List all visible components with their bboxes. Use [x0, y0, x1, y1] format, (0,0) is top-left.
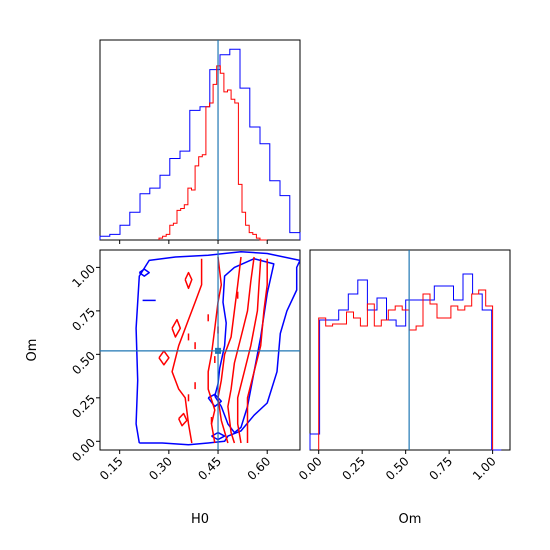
hist-om-x-tick-label-0.50: 0.50	[383, 454, 412, 483]
contour-y-tick-label-1.00: 1.00	[69, 262, 98, 291]
truth-point-marker	[215, 347, 222, 354]
contour-y-tick-label-0.25: 0.25	[69, 392, 98, 421]
contour-blue-1	[214, 257, 275, 434]
contour-red-2	[217, 256, 242, 444]
contour-blue-5	[211, 431, 226, 441]
axes-frame-hist-om	[309, 249, 511, 451]
hist-om-x-tick-label-1.00: 1.00	[470, 454, 499, 483]
hist-h0-blue	[99, 48, 301, 240]
contour-y-tick-label-0.50: 0.50	[69, 349, 98, 378]
y-axis-label-om: Om	[25, 339, 40, 362]
hist-h0-ticks	[119, 240, 268, 244]
x-axis-label-h0: H0	[191, 512, 209, 527]
contour-y-tick-label-0.75: 0.75	[69, 305, 98, 334]
contour-blue-0	[135, 250, 300, 446]
x-axis-label-om: Om	[399, 512, 422, 527]
hist-om-x-tick-label-0.25: 0.25	[340, 454, 369, 483]
hist-om-red	[318, 289, 494, 450]
axes-frame-contour	[99, 249, 301, 451]
hist-h0-series	[99, 40, 301, 241]
panel-contour-h0-om: 0.15 0.30 0.45 0.600.000.250.500.751.00 H0 …	[25, 249, 301, 527]
hist-om-blue	[309, 273, 502, 451]
panel-hist-h0	[99, 39, 301, 244]
hist-h0-red	[158, 65, 268, 241]
contour-red-4	[236, 258, 262, 444]
contour-x-tick-label-0.45: 0.45	[195, 454, 224, 483]
contour-x-tick-label-0.60: 0.60	[245, 454, 274, 483]
contour-red-8	[178, 412, 188, 427]
contour-red-6	[184, 271, 193, 290]
contour-y-tick-label-0.00: 0.00	[69, 436, 98, 465]
panel-hist-om: 0.00 0.25 0.50 0.75 1.00 Om	[296, 249, 511, 527]
hist-om-x-tick-label-0.00: 0.00	[296, 454, 325, 483]
axes-frame-hist-h0	[99, 39, 301, 241]
contour-red-9	[158, 350, 170, 366]
hist-om-x-tick-label-0.75: 0.75	[426, 454, 455, 483]
contour-red-7	[171, 318, 182, 338]
contour-red-3	[227, 256, 255, 444]
contour-red-1	[207, 256, 223, 444]
contour-red-5	[246, 258, 268, 443]
contour-blue-3	[138, 268, 150, 277]
contour-x-tick-label-0.15: 0.15	[97, 454, 126, 483]
contour-x-tick-label-0.30: 0.30	[146, 454, 175, 483]
contour-inner	[135, 250, 300, 446]
hist-om-series	[309, 250, 502, 451]
contour-series	[100, 250, 300, 450]
hist-om-ticks: 0.00 0.25 0.50 0.75 1.00	[296, 450, 499, 483]
contour-red-0	[171, 258, 203, 444]
